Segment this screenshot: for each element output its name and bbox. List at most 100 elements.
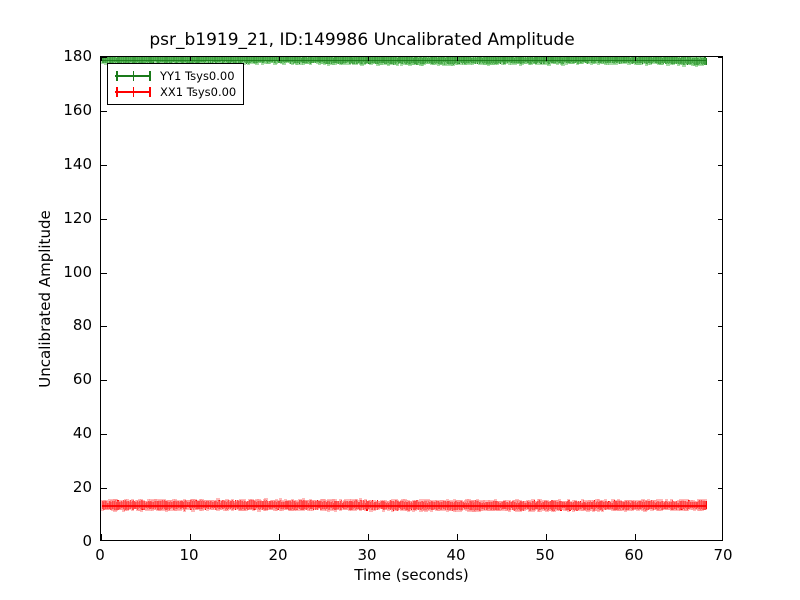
x-tick xyxy=(457,57,458,61)
x-tick xyxy=(546,534,547,540)
data-point-band xyxy=(111,499,115,511)
data-point-band xyxy=(408,57,412,66)
data-point-band xyxy=(154,499,158,510)
data-point-band xyxy=(116,57,121,66)
data-point-band xyxy=(518,57,523,66)
data-point-band xyxy=(383,500,387,511)
data-point-band xyxy=(451,57,455,67)
data-point-band xyxy=(490,57,494,66)
data-point-band xyxy=(296,500,300,510)
data-point-band xyxy=(627,500,631,511)
data-point-band xyxy=(107,499,112,511)
data-point-band xyxy=(200,498,204,511)
data-point-band xyxy=(259,499,263,510)
data-point-band xyxy=(493,499,498,511)
data-point-band xyxy=(227,500,231,510)
data-point-band xyxy=(659,499,663,512)
data-point-band xyxy=(419,57,423,66)
data-point-band xyxy=(682,57,686,67)
data-point-band xyxy=(403,499,407,512)
y-axis-label: Uncalibrated Amplitude xyxy=(36,209,54,388)
y-tick xyxy=(718,434,722,436)
data-point-band xyxy=(664,499,668,511)
data-point-band xyxy=(669,57,674,66)
x-tick xyxy=(368,534,369,540)
data-point-band xyxy=(301,498,306,511)
data-point-band xyxy=(509,500,514,510)
data-point-band xyxy=(310,499,314,511)
legend-label-yy1: YY1 Tsys0.00 xyxy=(160,68,235,83)
data-point-band xyxy=(184,499,188,511)
data-point-band xyxy=(269,499,274,511)
x-tick xyxy=(190,57,191,61)
data-point-band xyxy=(575,57,580,66)
data-point-band xyxy=(235,500,240,511)
data-point-band xyxy=(276,500,281,510)
data-point-band xyxy=(538,57,542,66)
data-point-band xyxy=(531,499,535,512)
data-point-band xyxy=(379,500,384,510)
data-point-band xyxy=(378,500,382,510)
data-point-band xyxy=(365,500,370,510)
series-mean-line xyxy=(102,505,707,507)
data-point-band xyxy=(170,500,174,510)
data-point-band xyxy=(476,499,480,512)
data-point-band xyxy=(264,498,268,512)
data-point-band xyxy=(689,500,693,510)
data-point-band xyxy=(331,499,336,511)
data-point-band xyxy=(401,499,405,511)
x-tick xyxy=(635,57,636,61)
data-point-band xyxy=(433,57,437,66)
data-point-band xyxy=(339,57,343,66)
data-point-band xyxy=(447,57,451,66)
data-point-band xyxy=(255,499,259,510)
data-point-band xyxy=(527,57,531,66)
data-point-band xyxy=(312,500,316,509)
data-point-band xyxy=(216,498,220,511)
data-point-band xyxy=(680,500,684,510)
y-axis-label-holder: Uncalibrated Amplitude xyxy=(30,56,60,541)
data-point-band xyxy=(162,499,167,512)
data-point-band xyxy=(465,499,469,511)
data-point-band xyxy=(344,499,348,511)
data-point-band xyxy=(161,499,165,510)
y-tick xyxy=(718,57,722,58)
y-tick xyxy=(101,272,107,274)
data-point-band xyxy=(317,500,322,510)
legend-item-yy1[interactable]: YY1 Tsys0.00 xyxy=(113,68,236,84)
data-point-band xyxy=(645,57,649,66)
data-point-band xyxy=(595,499,599,511)
data-point-band xyxy=(253,500,258,510)
data-point-band xyxy=(187,500,192,510)
data-point-band xyxy=(267,500,272,510)
data-point-band xyxy=(129,500,133,510)
data-point-band xyxy=(685,498,690,511)
x-tick xyxy=(635,534,636,540)
data-point-band xyxy=(104,499,108,511)
data-point-band xyxy=(493,57,498,66)
data-point-band xyxy=(282,500,286,510)
x-tick-label: 10 xyxy=(179,546,199,564)
series-yy1 xyxy=(101,57,722,540)
data-point-band xyxy=(410,501,414,510)
x-tick xyxy=(368,57,369,61)
data-point-band xyxy=(422,499,427,512)
data-point-band xyxy=(502,499,507,511)
data-point-band xyxy=(529,57,533,66)
data-point-band xyxy=(694,57,699,67)
data-point-band xyxy=(703,499,708,511)
data-point-band xyxy=(347,499,352,511)
chart-title: psr_b1919_21, ID:149986 Uncalibrated Amp… xyxy=(0,30,800,50)
data-point-band xyxy=(225,499,229,512)
data-point-band xyxy=(198,498,202,511)
data-point-band xyxy=(109,500,114,510)
x-tick xyxy=(457,534,458,540)
data-point-band xyxy=(657,57,661,66)
data-point-band xyxy=(363,498,368,512)
chart-legend[interactable]: YY1 Tsys0.00 XX1 Tsys0.00 xyxy=(107,63,245,105)
data-point-band xyxy=(543,499,548,511)
y-tick xyxy=(101,326,107,328)
data-point-band xyxy=(362,499,366,511)
data-point-band xyxy=(275,499,279,512)
legend-item-xx1[interactable]: XX1 Tsys0.00 xyxy=(113,84,236,100)
